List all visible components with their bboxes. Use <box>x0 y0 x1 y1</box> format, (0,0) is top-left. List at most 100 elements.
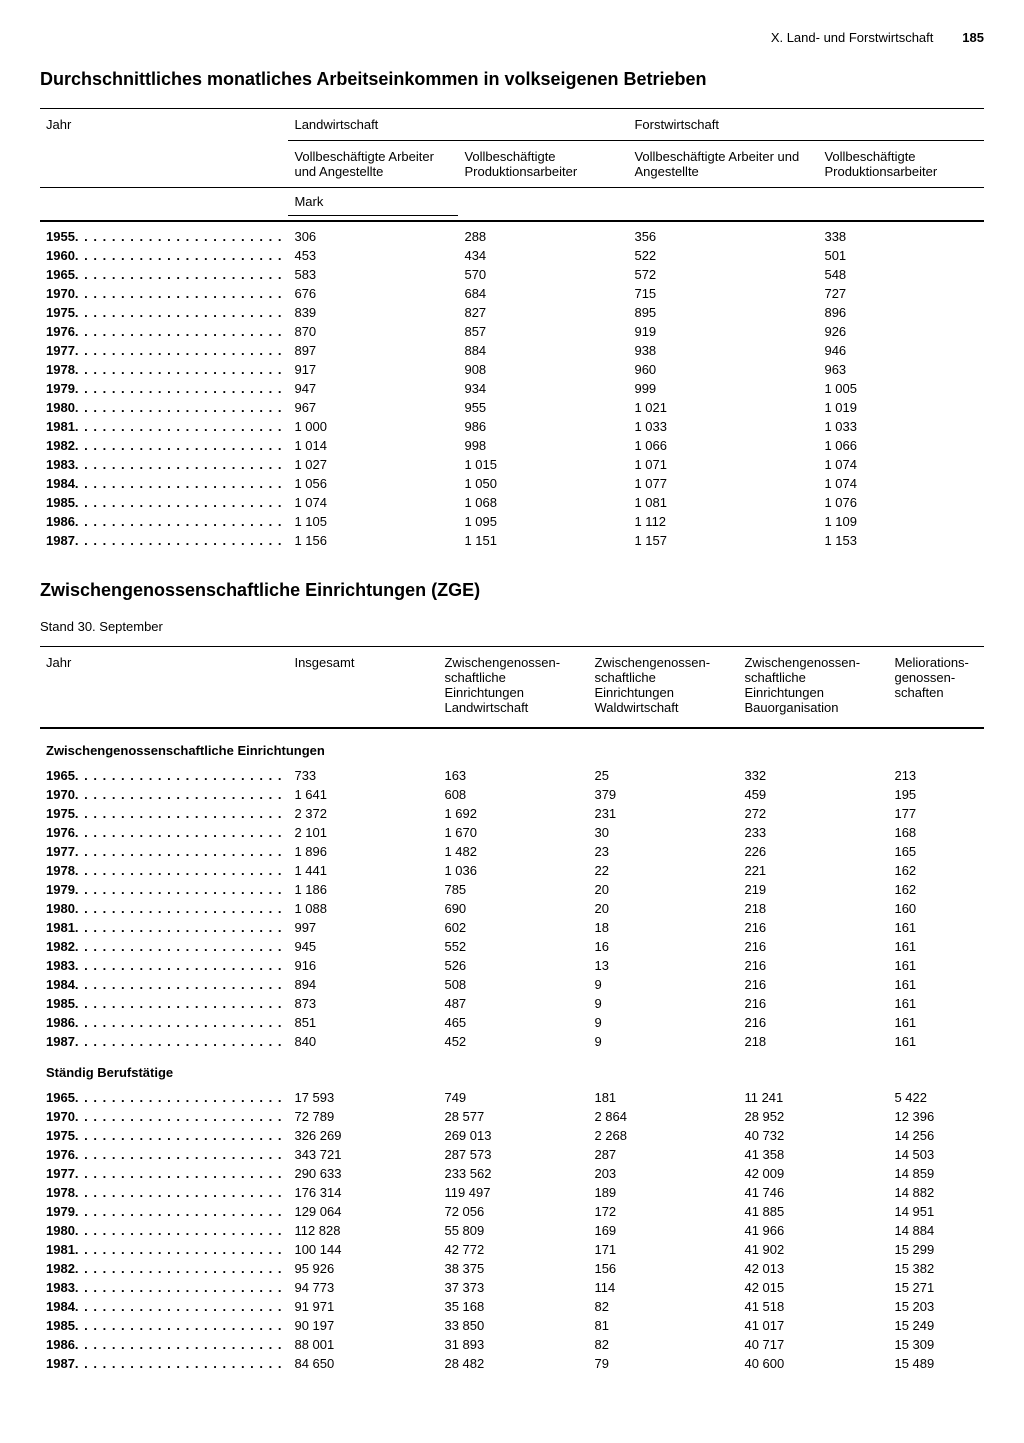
year-cell: 1955 . . . . . . . . . . . . . . . . . .… <box>40 227 288 246</box>
value-cell: 1 156 <box>288 531 458 550</box>
value-cell: 465 <box>438 1013 588 1032</box>
value-cell: 1 033 <box>628 417 818 436</box>
table-row: 1986 . . . . . . . . . . . . . . . . . .… <box>40 1013 984 1032</box>
value-cell: 963 <box>818 360 984 379</box>
value-cell: 857 <box>458 322 628 341</box>
value-cell: 129 064 <box>288 1202 438 1221</box>
value-cell: 1 021 <box>628 398 818 417</box>
table-row: 1983 . . . . . . . . . . . . . . . . . .… <box>40 1278 984 1297</box>
value-cell: 934 <box>458 379 628 398</box>
table1-sub1-a: Vollbeschäftigte Arbeiter und Angestellt… <box>288 141 458 188</box>
value-cell: 14 859 <box>888 1164 984 1183</box>
value-cell: 203 <box>588 1164 738 1183</box>
value-cell: 908 <box>458 360 628 379</box>
value-cell: 2 864 <box>588 1107 738 1126</box>
value-cell: 870 <box>288 322 458 341</box>
value-cell: 434 <box>458 246 628 265</box>
table-row: 1965 . . . . . . . . . . . . . . . . . .… <box>40 1088 984 1107</box>
year-cell: 1984 . . . . . . . . . . . . . . . . . .… <box>40 474 288 493</box>
value-cell: 2 101 <box>288 823 438 842</box>
table-row: 1982 . . . . . . . . . . . . . . . . . .… <box>40 937 984 956</box>
value-cell: 290 633 <box>288 1164 438 1183</box>
table-row: 1977 . . . . . . . . . . . . . . . . . .… <box>40 842 984 861</box>
table1-sub1-b: Vollbeschäftigte Arbeiter und Angestellt… <box>628 141 818 188</box>
value-cell: 233 <box>738 823 888 842</box>
value-cell: 28 952 <box>738 1107 888 1126</box>
value-cell: 41 966 <box>738 1221 888 1240</box>
table2-col-d: Meliorations- genossen- schaften <box>888 647 984 724</box>
table2-col-b: Zwischengenossen- schaftliche Einrichtun… <box>588 647 738 724</box>
value-cell: 608 <box>438 785 588 804</box>
year-cell: 1970 . . . . . . . . . . . . . . . . . .… <box>40 1107 288 1126</box>
value-cell: 16 <box>588 937 738 956</box>
table-row: 1981 . . . . . . . . . . . . . . . . . .… <box>40 1240 984 1259</box>
value-cell: 216 <box>738 1013 888 1032</box>
table-row: 1984 . . . . . . . . . . . . . . . . . .… <box>40 1297 984 1316</box>
value-cell: 919 <box>628 322 818 341</box>
table-row: 1986 . . . . . . . . . . . . . . . . . .… <box>40 512 984 531</box>
value-cell: 15 249 <box>888 1316 984 1335</box>
value-cell: 79 <box>588 1354 738 1373</box>
value-cell: 749 <box>438 1088 588 1107</box>
value-cell: 2 268 <box>588 1126 738 1145</box>
value-cell: 181 <box>588 1088 738 1107</box>
value-cell: 1 896 <box>288 842 438 861</box>
value-cell: 161 <box>888 918 984 937</box>
value-cell: 684 <box>458 284 628 303</box>
value-cell: 168 <box>888 823 984 842</box>
table-row: 1978 . . . . . . . . . . . . . . . . . .… <box>40 861 984 880</box>
section-heading: Ständig Berufstätige <box>40 1051 984 1088</box>
value-cell: 1 019 <box>818 398 984 417</box>
value-cell: 169 <box>588 1221 738 1240</box>
value-cell: 999 <box>628 379 818 398</box>
value-cell: 41 746 <box>738 1183 888 1202</box>
value-cell: 1 014 <box>288 436 458 455</box>
value-cell: 1 081 <box>628 493 818 512</box>
value-cell: 459 <box>738 785 888 804</box>
value-cell: 1 056 <box>288 474 458 493</box>
value-cell: 81 <box>588 1316 738 1335</box>
table-row: 1960 . . . . . . . . . . . . . . . . . .… <box>40 246 984 265</box>
value-cell: 552 <box>438 937 588 956</box>
value-cell: 40 600 <box>738 1354 888 1373</box>
table1-sub2-a: Vollbeschäftigte Produktionsarbeiter <box>458 141 628 188</box>
value-cell: 785 <box>438 880 588 899</box>
value-cell: 15 271 <box>888 1278 984 1297</box>
value-cell: 1 186 <box>288 880 438 899</box>
value-cell: 28 577 <box>438 1107 588 1126</box>
value-cell: 216 <box>738 994 888 1013</box>
year-cell: 1981 . . . . . . . . . . . . . . . . . .… <box>40 417 288 436</box>
value-cell: 1 088 <box>288 899 438 918</box>
value-cell: 501 <box>818 246 984 265</box>
table-row: 1980 . . . . . . . . . . . . . . . . . .… <box>40 899 984 918</box>
table-row: 1970 . . . . . . . . . . . . . . . . . .… <box>40 785 984 804</box>
value-cell: 161 <box>888 1032 984 1051</box>
value-cell: 1 482 <box>438 842 588 861</box>
year-cell: 1987 . . . . . . . . . . . . . . . . . .… <box>40 531 288 550</box>
value-cell: 14 256 <box>888 1126 984 1145</box>
table1-group-a: Landwirtschaft <box>288 109 628 141</box>
table2-col-year: Jahr <box>40 647 288 724</box>
value-cell: 91 971 <box>288 1297 438 1316</box>
table1-col-year: Jahr <box>40 109 288 188</box>
value-cell: 1 441 <box>288 861 438 880</box>
value-cell: 216 <box>738 937 888 956</box>
value-cell: 733 <box>288 766 438 785</box>
value-cell: 1 641 <box>288 785 438 804</box>
value-cell: 1 066 <box>818 436 984 455</box>
value-cell: 715 <box>628 284 818 303</box>
table-row: 1979 . . . . . . . . . . . . . . . . . .… <box>40 880 984 899</box>
table-row: 1975 . . . . . . . . . . . . . . . . . .… <box>40 1126 984 1145</box>
value-cell: 161 <box>888 956 984 975</box>
value-cell: 90 197 <box>288 1316 438 1335</box>
year-cell: 1978 . . . . . . . . . . . . . . . . . .… <box>40 1183 288 1202</box>
table-row: 1979 . . . . . . . . . . . . . . . . . .… <box>40 1202 984 1221</box>
table-row: 1977 . . . . . . . . . . . . . . . . . .… <box>40 341 984 360</box>
table-row: 1985 . . . . . . . . . . . . . . . . . .… <box>40 1316 984 1335</box>
value-cell: 526 <box>438 956 588 975</box>
value-cell: 41 885 <box>738 1202 888 1221</box>
value-cell: 884 <box>458 341 628 360</box>
table-row: 1986 . . . . . . . . . . . . . . . . . .… <box>40 1335 984 1354</box>
value-cell: 9 <box>588 1032 738 1051</box>
value-cell: 288 <box>458 227 628 246</box>
